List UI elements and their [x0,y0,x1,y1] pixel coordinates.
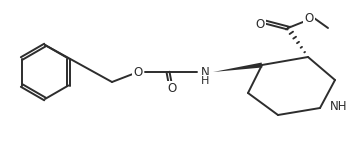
Text: O: O [167,81,176,95]
Text: H: H [201,76,209,86]
Text: O: O [304,12,313,24]
Text: O: O [255,17,265,31]
Text: O: O [133,66,143,78]
Text: N: N [201,66,209,78]
Polygon shape [213,62,262,72]
Text: NH: NH [330,100,347,112]
